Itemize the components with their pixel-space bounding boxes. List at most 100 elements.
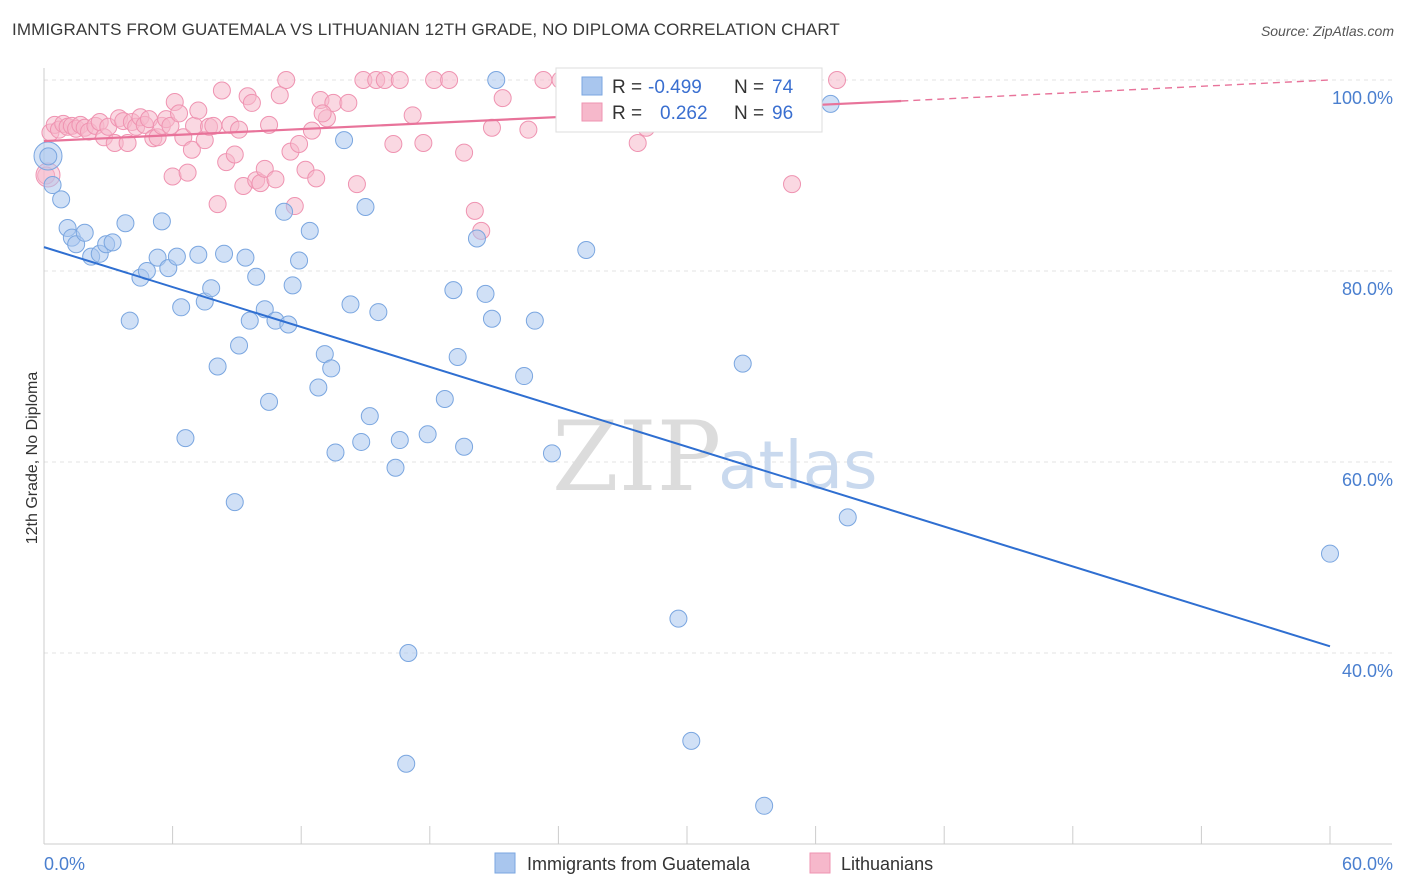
lithuanians-trend-extension <box>901 79 1331 102</box>
guatemala-point <box>260 392 279 411</box>
legend-n-value-2: 96 <box>772 103 793 124</box>
guatemala-point <box>240 311 259 330</box>
legend-n-label-1: N = <box>734 77 764 98</box>
guatemala-point <box>52 190 71 209</box>
guatemala-point <box>390 431 409 450</box>
lithuanians-point <box>403 106 422 125</box>
lithuanians-point <box>414 134 433 153</box>
guatemala-point <box>669 609 688 628</box>
guatemala-point <box>444 281 463 300</box>
guatemala-point <box>172 298 191 317</box>
lithuanians-point <box>534 71 553 89</box>
legend-swatch-lithuanians <box>581 102 603 122</box>
guatemala-point <box>247 267 266 286</box>
lithuanians-point <box>307 169 326 188</box>
lithuanians-point <box>182 140 201 159</box>
guatemala-point <box>482 309 501 328</box>
lithuanians-point <box>375 71 394 89</box>
bottom-legend-swatch-lithuanians <box>809 852 831 874</box>
guatemala-point <box>397 754 416 773</box>
guatemala-point <box>386 458 405 477</box>
guatemala-point <box>487 71 506 89</box>
lithuanians-point <box>204 116 223 135</box>
lithuanians-point <box>270 86 289 105</box>
guatemala-point <box>360 407 379 426</box>
guatemala-point <box>755 796 774 815</box>
guatemala-point <box>215 244 234 263</box>
axes <box>43 68 1392 845</box>
legend-n-value-1: 74 <box>772 77 794 98</box>
lithuanians-point <box>118 134 137 153</box>
lithuanians-point <box>163 167 182 186</box>
lithuanians-point <box>174 128 193 147</box>
lithuanians-point <box>290 134 309 153</box>
lithuanians-point <box>178 163 197 182</box>
guatemala-point <box>418 425 437 444</box>
guatemala-point <box>275 202 294 221</box>
guatemala-point <box>189 245 208 264</box>
guatemala-point <box>476 284 495 303</box>
guatemala-point <box>75 223 94 242</box>
guatemala-point <box>515 367 534 386</box>
guatemala-point <box>283 276 302 295</box>
guatemala-point <box>682 731 701 750</box>
chart-title: IMMIGRANTS FROM GUATEMALA VS LITHUANIAN … <box>12 20 840 39</box>
guatemala-point <box>733 354 752 373</box>
guatemala-point <box>467 229 486 248</box>
guatemala-point <box>435 389 454 408</box>
guatemala-point <box>279 315 298 334</box>
lithuanians-point <box>628 134 647 153</box>
lithuanians-point <box>390 71 409 89</box>
guatemala-point <box>399 644 418 662</box>
bottom-legend: Immigrants from Guatemala Lithuanians <box>494 852 933 874</box>
bottom-legend-swatch-guatemala <box>494 852 516 874</box>
guatemala-point <box>120 311 139 330</box>
lithuanians-point <box>425 71 444 89</box>
guatemala-point <box>176 429 195 448</box>
legend: R = -0.499 N = 74 R = 0.262 N = 96 <box>555 67 823 133</box>
watermark-atlas: atlas <box>718 427 878 504</box>
x-tick-labels: 0.0% 60.0% <box>44 854 1393 874</box>
lithuanians-point <box>347 175 366 194</box>
lithuanians-point <box>313 104 332 123</box>
lithuanians-point <box>208 195 227 214</box>
y-tick-label: 60.0% <box>1342 470 1393 490</box>
lithuanians-point <box>185 116 204 135</box>
y-tick-label: 100.0% <box>1332 88 1393 108</box>
lithuanians-point <box>260 115 279 134</box>
lithuanians-point <box>339 93 358 112</box>
guatemala-point <box>326 443 345 462</box>
guatemala-point <box>341 295 360 314</box>
lithuanians-point <box>277 71 296 89</box>
guatemala-point <box>838 508 857 527</box>
watermark-zip: ZIP <box>552 401 721 513</box>
guatemala-point <box>309 378 328 397</box>
legend-r-value-1: -0.499 <box>648 77 702 98</box>
guatemala-point <box>300 221 319 240</box>
guatemala-point <box>230 336 249 355</box>
guatemala-point <box>542 444 561 463</box>
guatemala-point <box>352 432 371 451</box>
lithuanians-point <box>828 71 847 89</box>
lithuanians-point <box>493 89 512 108</box>
lithuanians-point <box>440 71 459 89</box>
legend-swatch-guatemala <box>581 76 603 96</box>
lithuanians-point <box>266 170 285 189</box>
legend-r-label-2: R = <box>612 103 642 124</box>
legend-r-label-1: R = <box>612 77 642 98</box>
lithuanians-point <box>465 201 484 220</box>
lithuanians-point <box>519 120 538 139</box>
legend-n-label-2: N = <box>734 103 764 124</box>
guatemala-point <box>455 437 474 456</box>
guatemala-point <box>369 303 388 322</box>
guatemala-point <box>356 198 375 217</box>
source-label: Source: ZipAtlas.com <box>1260 23 1394 39</box>
guatemala-point <box>290 251 309 270</box>
lithuanians-point <box>482 118 501 137</box>
lithuanians-point <box>189 101 208 120</box>
guatemala-point <box>103 233 122 252</box>
legend-r-value-2: 0.262 <box>660 103 708 124</box>
x-tick-label: 60.0% <box>1342 854 1393 874</box>
guatemala-point <box>39 147 58 166</box>
